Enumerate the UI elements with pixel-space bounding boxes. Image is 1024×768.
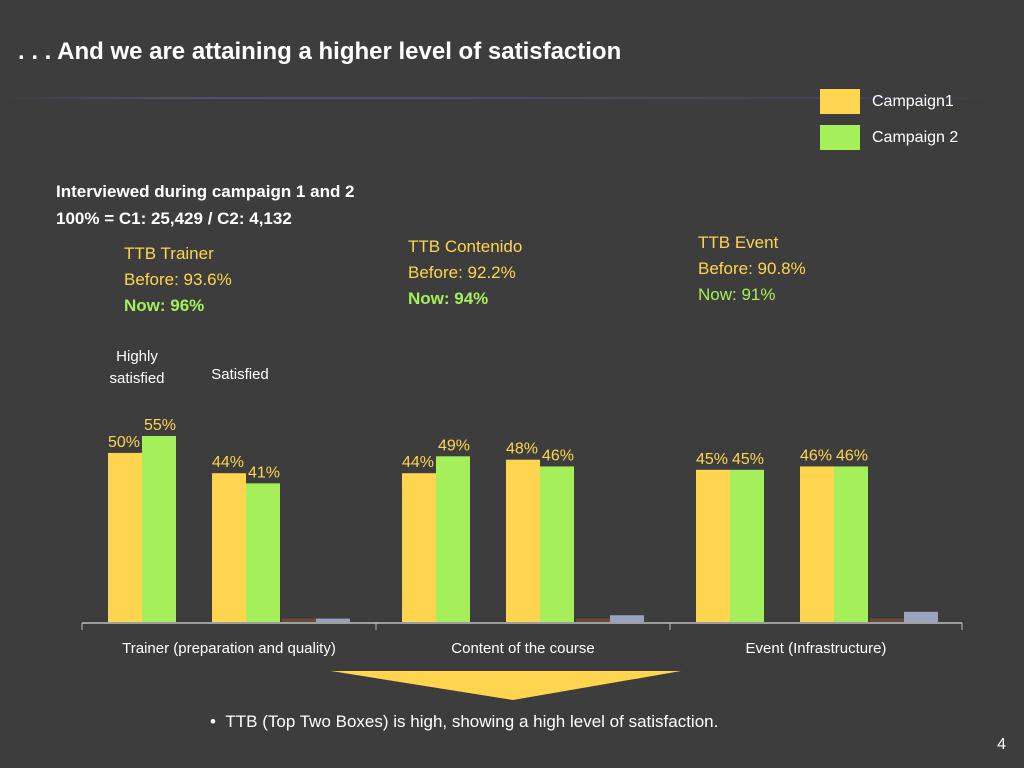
summary-arrow	[331, 671, 681, 700]
bar-campaign1-satisfied	[800, 466, 834, 622]
data-label-campaign1-satisfied: 48%	[506, 441, 538, 458]
bar-stub-brown	[576, 618, 610, 622]
column-header-highly-satisfied: Highly satisfied	[109, 348, 165, 387]
ttb-contenido-label: TTB Contenido	[408, 237, 523, 256]
bar-campaign1-highly	[696, 469, 730, 622]
ttb-trainer-now: Now: 96%	[124, 296, 205, 315]
ttb-contenido-box: TTB Contenido Before: 92.2% Now: 94%	[408, 234, 522, 312]
bullet-text: TTB (Top Two Boxes) is high, showing a h…	[225, 712, 719, 731]
bar-stub-gray	[904, 611, 938, 622]
bar-stub-gray	[610, 615, 644, 622]
interviewed-note: Interviewed during campaign 1 and 2 100%…	[56, 178, 355, 232]
slide-title: . . . And we are attaining a higher leve…	[18, 38, 622, 65]
data-label-campaign2-highly: 55%	[144, 417, 176, 434]
bar-stub-brown	[870, 618, 904, 622]
ttb-trainer-label: TTB Trainer	[124, 244, 214, 263]
data-label-campaign2-satisfied: 41%	[248, 464, 280, 481]
legend-label-campaign2: Campaign 2	[872, 128, 959, 146]
data-label-campaign2-highly: 45%	[732, 451, 764, 468]
ttb-event-before: Before: 90.8%	[698, 259, 806, 278]
bar-campaign2-highly	[436, 456, 470, 622]
ttb-trainer-box: TTB Trainer Before: 93.6% Now: 96%	[124, 241, 232, 319]
bar-campaign2-satisfied	[834, 466, 868, 622]
interviewed-line2: 100% = C1: 25,429 / C2: 4,132	[56, 209, 292, 228]
x-tick-label: Trainer (preparation and quality)	[122, 640, 336, 657]
page-number: 4	[997, 736, 1006, 753]
x-tick-label: Event (Infrastructure)	[746, 640, 887, 657]
legend-item-campaign1: Campaign1	[820, 89, 954, 114]
column-header-satisfied: Satisfied	[211, 366, 269, 383]
ttb-event-now: Now: 91%	[698, 285, 776, 304]
legend-swatch-campaign2	[820, 125, 860, 150]
bar-campaign1-satisfied	[506, 459, 540, 622]
bar-campaign2-highly	[730, 469, 764, 622]
legend-swatch-campaign1	[820, 89, 860, 114]
data-label-campaign1-highly: 45%	[696, 451, 728, 468]
data-label-campaign1-highly: 44%	[402, 454, 434, 471]
legend-label-campaign1: Campaign1	[872, 92, 954, 110]
bar-campaign2-satisfied	[540, 466, 574, 622]
bar-campaign1-highly	[402, 473, 436, 622]
ttb-contenido-before: Before: 92.2%	[408, 263, 516, 282]
data-label-campaign2-highly: 49%	[438, 437, 470, 454]
ttb-event-box: TTB Event Before: 90.8% Now: 91%	[698, 230, 806, 308]
data-label-campaign2-satisfied: 46%	[542, 447, 574, 464]
bar-campaign2-highly	[142, 436, 176, 622]
interviewed-line1: Interviewed during campaign 1 and 2	[56, 182, 355, 201]
data-label-campaign1-satisfied: 46%	[800, 447, 832, 464]
summary-bullet: • TTB (Top Two Boxes) is high, showing a…	[210, 712, 718, 732]
bar-chart: 50%55%44%41%44%49% 48% 46% 45% 45% 46% 46%Trai…	[81, 417, 963, 700]
bar-campaign1-highly	[108, 452, 142, 622]
legend-item-campaign2: Campaign 2	[820, 125, 958, 150]
bar-campaign1-satisfied	[212, 473, 246, 622]
title-divider	[0, 97, 1024, 99]
ttb-trainer-before: Before: 93.6%	[124, 270, 232, 289]
data-label-campaign1-highly: 50%	[108, 434, 140, 451]
data-label-campaign1-satisfied: 44%	[212, 454, 244, 471]
bar-campaign2-satisfied	[246, 483, 280, 622]
x-tick-label: Content of the course	[451, 640, 594, 657]
data-label-campaign2-satisfied: 46%	[836, 447, 868, 464]
bar-stub-brown	[282, 618, 316, 622]
bullet-dot: •	[210, 712, 226, 731]
ttb-contenido-now: Now: 94%	[408, 289, 489, 308]
bar-stub-gray	[316, 618, 350, 622]
ttb-event-label: TTB Event	[698, 233, 779, 252]
